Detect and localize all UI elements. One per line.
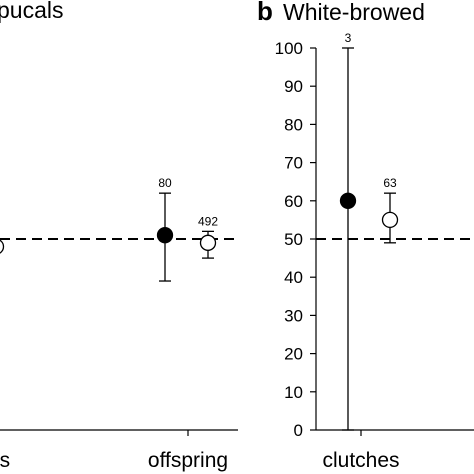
- panel-b-y-tick-label-9: 90: [284, 77, 303, 96]
- panel-a-points: 480492: [0, 176, 218, 282]
- panel-a-point-0: [0, 239, 5, 254]
- panel-b-y-tick-label-7: 70: [284, 154, 303, 173]
- panel-b-n-label-0: 3: [345, 31, 352, 45]
- panel-b-y-tick-label-0: 0: [294, 421, 303, 440]
- panel-b-category-label: clutches: [322, 449, 399, 472]
- panel-b-title: White-browed: [283, 0, 425, 25]
- panel-a: pucals es offspring 480492: [0, 0, 238, 472]
- panel-b-y-tick-label-6: 60: [284, 192, 303, 211]
- panel-a-title: pucals: [0, 0, 63, 23]
- panel-b-y-tick-label-4: 40: [284, 268, 303, 287]
- panel-a-point-2: [199, 234, 217, 251]
- panel-a-category-label-0: es: [0, 449, 10, 472]
- panel-b-y-tick-label-10: 100: [275, 39, 303, 58]
- panel-b-y-tick-label-2: 20: [284, 345, 303, 364]
- panel-b-y-ticks: 0 10 20 30 40 50 60 70 80 90 100: [275, 39, 316, 440]
- panel-b-point-0: [339, 192, 357, 209]
- panel-a-n-label-1: 80: [158, 176, 172, 190]
- panel-b-y-tick-label-1: 10: [284, 383, 303, 402]
- panel-b-y-tick-label-5: 50: [284, 230, 303, 249]
- panel-a-category-label-1: offspring: [148, 449, 228, 472]
- panel-b-letter: b: [257, 0, 273, 26]
- panel-a-n-label-2: 492: [198, 214, 218, 228]
- panel-b-y-tick-label-8: 80: [284, 115, 303, 134]
- panel-b: b White-browed clutches 0 10 20 30 40 50 60 70 8…: [257, 0, 474, 472]
- panel-a-point-1: [156, 227, 174, 244]
- panel-b-n-label-1: 63: [383, 176, 397, 190]
- panel-b-points: 3 63: [339, 31, 399, 431]
- panel-b-point-1: [381, 211, 399, 229]
- panel-b-y-tick-label-3: 30: [284, 306, 303, 325]
